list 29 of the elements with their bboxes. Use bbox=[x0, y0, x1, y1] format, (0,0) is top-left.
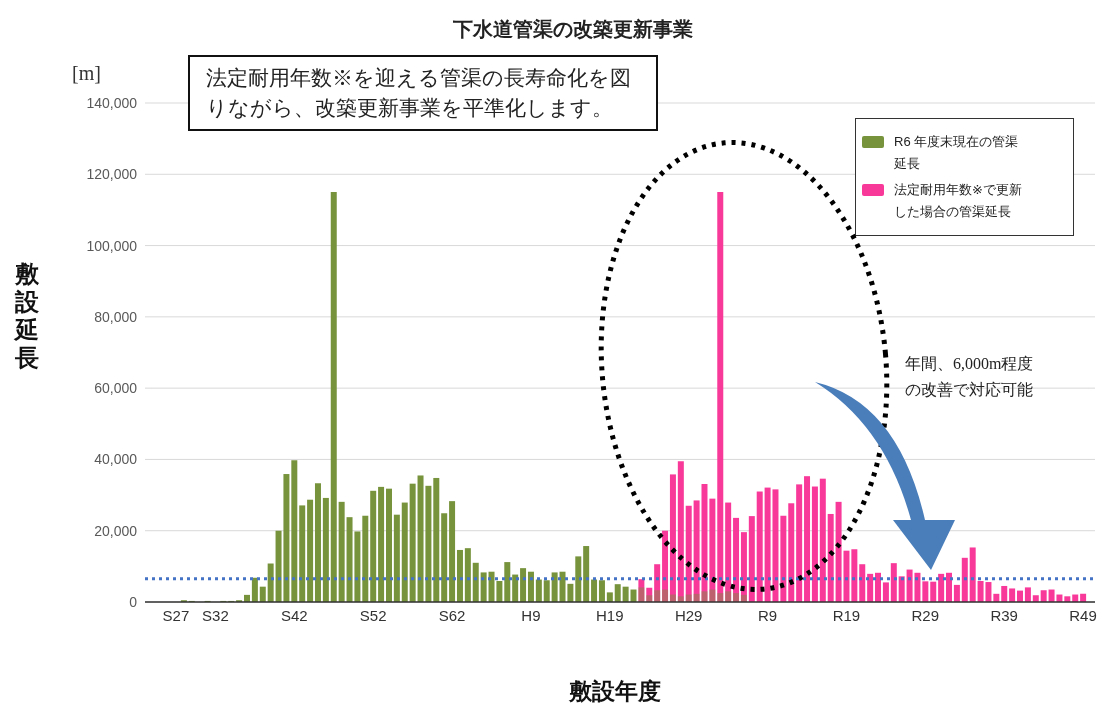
y-tick-label: 100,000 bbox=[86, 237, 138, 254]
y-tick-label: 120,000 bbox=[86, 166, 138, 183]
x-tick-label: S27 bbox=[162, 606, 190, 624]
annotation: 法定耐用年数※を迎える管渠の長寿命化を図りながら、改築更新事業を平準化します。 bbox=[188, 55, 658, 131]
legend-label: R6 年度末現在の管渠延長 bbox=[894, 133, 1020, 173]
y-tick-label: 140,000 bbox=[86, 94, 138, 111]
x-tick-label: S52 bbox=[359, 606, 387, 624]
y-tick-label: 80,000 bbox=[94, 308, 138, 325]
y-tick-label: 0 bbox=[129, 593, 138, 610]
x-tick-label: R49 bbox=[1069, 606, 1097, 624]
y-tick-label: 60,000 bbox=[94, 380, 138, 397]
x-tick-label: S32 bbox=[202, 606, 229, 624]
x-tick-label: H9 bbox=[521, 606, 541, 624]
y-tick-label: 20,000 bbox=[94, 522, 138, 539]
chart-title: 下水道管渠の改築更新事業 bbox=[452, 17, 694, 42]
y-tick-label: 40,000 bbox=[94, 451, 138, 468]
x-tick-label: H19 bbox=[596, 606, 624, 624]
x-tick-label: R39 bbox=[990, 606, 1018, 624]
text: [m] bbox=[72, 62, 101, 85]
x-tick-label: S62 bbox=[438, 606, 466, 624]
x-axis-title: 敷設年度 bbox=[568, 677, 662, 704]
legend-label: 法定耐用年数※で更新した場合の管渠延長 bbox=[894, 181, 1023, 221]
y-axis-title: 敷設延長 bbox=[13, 260, 40, 372]
x-tick-label: R29 bbox=[911, 606, 940, 624]
annotation: 年間、6,000m程度の改善で対応可能 bbox=[905, 354, 1035, 400]
x-tick-label: H29 bbox=[674, 606, 703, 624]
x-tick-label: R9 bbox=[757, 606, 778, 624]
x-tick-label: R19 bbox=[832, 606, 861, 624]
x-tick-label: S42 bbox=[280, 606, 308, 624]
